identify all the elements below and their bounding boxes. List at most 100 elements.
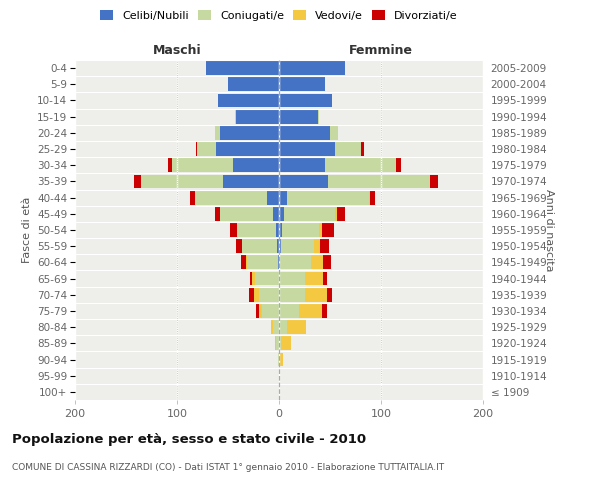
Bar <box>279 304 299 318</box>
Bar <box>322 304 327 318</box>
Bar <box>279 288 305 302</box>
Bar <box>233 158 279 172</box>
Legend: Celibi/Nubili, Coniugati/e, Vedovi/e, Divorziati/e: Celibi/Nubili, Coniugati/e, Vedovi/e, Di… <box>98 8 460 24</box>
Bar <box>250 272 253 285</box>
Bar <box>279 223 282 237</box>
Bar <box>218 94 279 108</box>
Bar <box>284 207 335 220</box>
Bar <box>228 78 279 91</box>
Bar <box>287 190 369 204</box>
Bar <box>276 223 279 237</box>
Bar <box>328 174 430 188</box>
Bar <box>278 256 279 270</box>
Bar <box>220 207 273 220</box>
Bar <box>242 240 277 253</box>
Bar <box>287 320 305 334</box>
Bar <box>299 304 322 318</box>
Bar <box>325 158 397 172</box>
Bar <box>279 61 346 75</box>
Bar <box>259 288 279 302</box>
Bar <box>276 336 279 350</box>
Bar <box>281 240 314 253</box>
Bar <box>279 78 325 91</box>
Bar <box>279 240 281 253</box>
Bar <box>235 110 236 124</box>
Bar <box>279 94 332 108</box>
Y-axis label: Fasce di età: Fasce di età <box>22 197 32 263</box>
Bar <box>322 223 334 237</box>
Bar <box>215 207 220 220</box>
Bar <box>134 174 142 188</box>
Bar <box>327 288 332 302</box>
Bar <box>305 288 327 302</box>
Bar <box>215 126 220 140</box>
Bar <box>279 190 287 204</box>
Bar <box>197 142 216 156</box>
Bar <box>206 61 279 75</box>
Bar <box>281 336 291 350</box>
Bar <box>311 256 323 270</box>
Bar <box>273 207 279 220</box>
Text: Popolazione per età, sesso e stato civile - 2010: Popolazione per età, sesso e stato civil… <box>12 432 366 446</box>
Bar <box>397 158 401 172</box>
Bar <box>253 272 254 285</box>
Bar <box>282 223 319 237</box>
Bar <box>323 272 327 285</box>
Text: Femmine: Femmine <box>349 44 413 57</box>
Y-axis label: Anni di nascita: Anni di nascita <box>544 188 554 271</box>
Bar <box>330 126 338 140</box>
Bar <box>320 240 329 253</box>
Bar <box>318 110 319 124</box>
Bar <box>305 272 323 285</box>
Bar <box>279 207 284 220</box>
Bar <box>361 142 364 156</box>
Bar <box>279 336 281 350</box>
Bar <box>220 126 279 140</box>
Bar <box>277 240 279 253</box>
Bar <box>196 142 197 156</box>
Bar <box>279 256 280 270</box>
Bar <box>369 190 370 204</box>
Bar <box>168 158 172 172</box>
Bar <box>279 142 335 156</box>
Bar <box>262 304 279 318</box>
Bar <box>267 190 279 204</box>
Bar <box>278 352 279 366</box>
Bar <box>335 207 337 220</box>
Bar <box>241 256 247 270</box>
Bar <box>247 256 278 270</box>
Bar <box>216 142 279 156</box>
Bar <box>236 240 242 253</box>
Bar <box>280 352 283 366</box>
Bar <box>256 304 259 318</box>
Bar <box>279 272 305 285</box>
Text: Maschi: Maschi <box>152 44 202 57</box>
Bar <box>335 142 361 156</box>
Bar <box>271 320 273 334</box>
Bar <box>279 174 328 188</box>
Bar <box>280 256 311 270</box>
Bar <box>250 288 254 302</box>
Bar <box>279 320 287 334</box>
Bar <box>279 352 280 366</box>
Bar <box>430 174 438 188</box>
Bar <box>323 256 331 270</box>
Bar <box>337 207 346 220</box>
Bar <box>279 158 325 172</box>
Bar <box>172 158 233 172</box>
Bar <box>230 223 237 237</box>
Bar <box>236 110 279 124</box>
Bar <box>370 190 375 204</box>
Bar <box>223 174 279 188</box>
Bar <box>196 190 267 204</box>
Bar <box>273 320 279 334</box>
Bar <box>319 223 322 237</box>
Bar <box>190 190 196 204</box>
Text: COMUNE DI CASSINA RIZZARDI (CO) - Dati ISTAT 1° gennaio 2010 - Elaborazione TUTT: COMUNE DI CASSINA RIZZARDI (CO) - Dati I… <box>12 462 444 471</box>
Bar <box>275 336 276 350</box>
Bar <box>259 304 262 318</box>
Bar <box>314 240 320 253</box>
Bar <box>142 174 223 188</box>
Bar <box>279 126 330 140</box>
Bar <box>279 369 280 382</box>
